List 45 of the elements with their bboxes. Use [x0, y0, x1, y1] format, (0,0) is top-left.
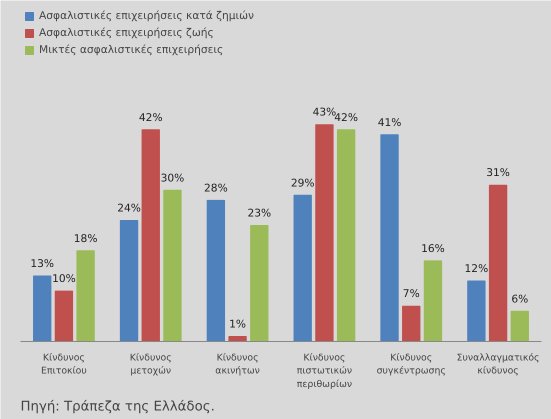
data-label: 41%	[378, 116, 402, 129]
data-label: 31%	[486, 166, 510, 180]
data-label: 1%	[229, 317, 246, 330]
bar	[380, 134, 399, 342]
bar	[228, 336, 247, 342]
bar	[76, 250, 95, 342]
bar	[54, 290, 74, 342]
bar	[402, 306, 420, 342]
data-label: 7%	[402, 287, 420, 300]
data-label: 10%	[52, 272, 76, 286]
legend-label: Μικτές ασφαλιστικές επιχειρήσεις	[39, 43, 224, 56]
data-label: 12%	[464, 262, 488, 276]
bar	[163, 190, 182, 342]
bar	[33, 275, 52, 342]
bar	[206, 200, 226, 342]
bar	[315, 124, 334, 342]
x-tick-label: Κίνδυνος μετοχών	[130, 352, 172, 377]
legend-label: Ασφαλιστικές επιχειρήσεις ζωής	[39, 26, 214, 39]
bar	[488, 184, 508, 342]
legend-label: Ασφαλιστικές επιχειρήσεις κατά ζημιών	[39, 9, 254, 22]
data-label: 28%	[204, 181, 228, 194]
data-label: 29%	[290, 176, 315, 190]
data-label: 42%	[334, 110, 358, 124]
data-label: 23%	[247, 206, 272, 220]
x-tick-label: Συναλλαγματικός κίνδυνος	[456, 352, 540, 377]
bar	[294, 194, 312, 342]
x-tick-label: Κίνδυνος πιστωτικών περιθωρίων	[296, 352, 352, 390]
x-tick-label: Κίνδυνος Επιτοκίου	[41, 352, 87, 377]
bar	[250, 225, 268, 342]
bar	[120, 220, 138, 342]
text: Πηγή: Τράπεζα της Ελλάδος.	[20, 400, 215, 414]
data-label: 18%	[74, 232, 98, 245]
bar	[424, 260, 442, 342]
bar	[467, 280, 486, 342]
bar	[510, 310, 529, 342]
data-label: 6%	[511, 292, 528, 306]
x-tick-label: Κίνδυνος ακινήτων	[215, 352, 260, 377]
x-tick-label: Κίνδυνος συγκέντρωσης	[376, 352, 446, 377]
bar	[142, 129, 160, 342]
data-label: 30%	[160, 171, 184, 184]
data-label: 24%	[117, 202, 141, 215]
data-label: 16%	[421, 242, 445, 255]
bar	[336, 129, 356, 342]
data-label: 13%	[30, 256, 54, 270]
data-label: 42%	[138, 110, 163, 124]
